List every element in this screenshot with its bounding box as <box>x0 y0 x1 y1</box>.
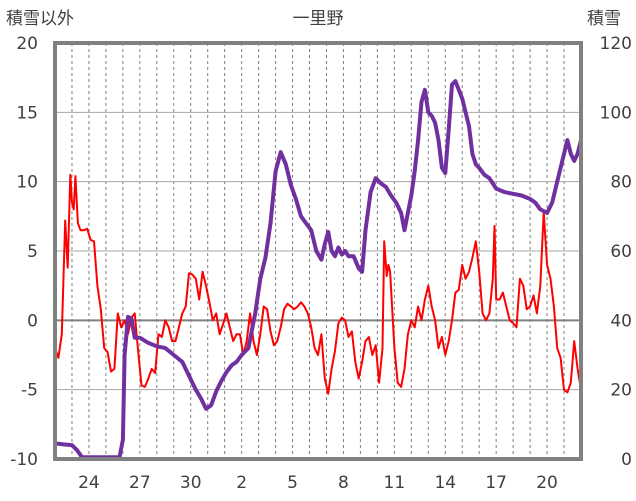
left-tick-label: -10 <box>10 450 38 470</box>
left-tick-label: 15 <box>16 103 38 123</box>
x-tick-label: 17 <box>485 473 507 493</box>
right-tick-label: 80 <box>610 173 632 193</box>
temperature-line <box>54 173 582 395</box>
x-tick-label: 27 <box>129 473 151 493</box>
right-tick-label: 0 <box>621 450 632 470</box>
left-axis-ticks: 20 15 10 5 0 -5 -10 <box>10 34 38 470</box>
left-tick-label: 0 <box>27 311 38 331</box>
left-tick-label: -5 <box>21 381 38 401</box>
right-axis-ticks: 120 100 80 60 40 20 0 <box>600 34 632 470</box>
left-tick-label: 5 <box>27 242 38 262</box>
x-tick-label: 2 <box>236 473 247 493</box>
right-tick-label: 60 <box>610 242 632 262</box>
x-tick-label: 14 <box>434 473 456 493</box>
right-tick-label: 120 <box>600 34 632 54</box>
x-tick-label: 20 <box>536 473 558 493</box>
x-tick-label: 11 <box>384 473 406 493</box>
plot-frame <box>53 41 583 461</box>
right-tick-label: 20 <box>610 381 632 401</box>
x-axis-ticks: 24 27 30 2 5 8 11 14 17 20 <box>78 473 558 493</box>
left-axis-label: 積雪以外 <box>6 9 74 29</box>
x-tick-label: 30 <box>180 473 202 493</box>
snow-depth-line <box>53 79 583 460</box>
left-tick-label: 10 <box>16 173 38 193</box>
left-tick-label: 20 <box>16 34 38 54</box>
chart-title: 一里野 <box>293 9 344 29</box>
x-tick-label: 5 <box>287 473 298 493</box>
right-tick-label: 40 <box>610 311 632 331</box>
series-lines <box>53 79 583 460</box>
right-axis-label: 積雪 <box>587 9 621 29</box>
x-tick-label: 8 <box>338 473 349 493</box>
right-tick-label: 100 <box>600 103 632 123</box>
x-tick-label: 24 <box>78 473 100 493</box>
